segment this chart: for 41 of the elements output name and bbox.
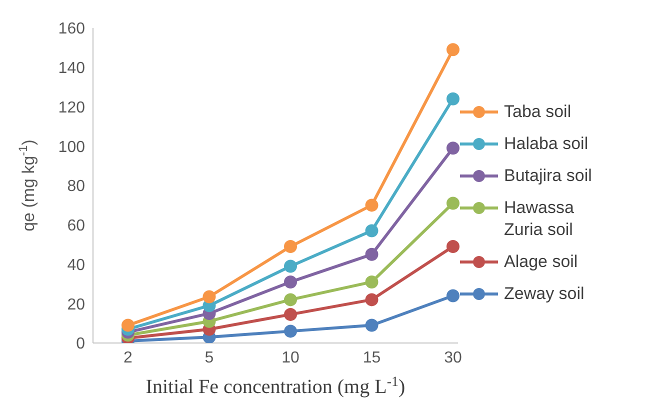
y-tick-label: 100: [58, 138, 86, 156]
legend-label: Hawassa Zuria soil: [504, 197, 575, 241]
point: [446, 289, 460, 302]
point: [284, 293, 297, 306]
legend-label: Alage soil: [504, 251, 579, 273]
point: [365, 248, 378, 261]
point: [284, 308, 297, 321]
point: [446, 196, 460, 210]
legend-label: Butajira soil: [504, 165, 593, 187]
point: [284, 240, 297, 254]
legend-label: Zeway soil: [504, 283, 586, 305]
y-tick-label: 160: [58, 20, 86, 38]
legend-label: Halaba soil: [504, 133, 590, 155]
x-tick-label: 30: [444, 349, 462, 366]
y-tick-label: 120: [58, 99, 86, 116]
point: [365, 318, 378, 332]
x-tick-label: 10: [282, 349, 300, 366]
point: [446, 142, 460, 155]
point: [446, 240, 460, 254]
y-tick-label: 140: [58, 60, 86, 78]
x-tick-label: 5: [204, 349, 214, 366]
point: [446, 43, 460, 56]
point: [365, 224, 378, 238]
y-tick-label: 60: [67, 218, 86, 235]
y-tick-label: 40: [67, 256, 86, 274]
point: [122, 318, 134, 332]
point: [284, 260, 297, 273]
y-tick-label: 0: [76, 336, 86, 353]
point: [284, 275, 297, 288]
point: [365, 293, 378, 306]
x-tick-label: 2: [124, 349, 133, 366]
x-tick-label: 15: [362, 349, 381, 366]
y-tick-label: 20: [67, 296, 86, 314]
y-tick-label: 80: [67, 178, 86, 196]
point: [446, 92, 460, 106]
legend-label: Taba soil: [504, 101, 572, 123]
point: [202, 290, 216, 304]
point: [365, 198, 378, 212]
point: [365, 275, 378, 288]
x-axis-title: Initial Fe concentration (mg L$^{-1}$): [146, 374, 406, 398]
point: [284, 324, 297, 338]
